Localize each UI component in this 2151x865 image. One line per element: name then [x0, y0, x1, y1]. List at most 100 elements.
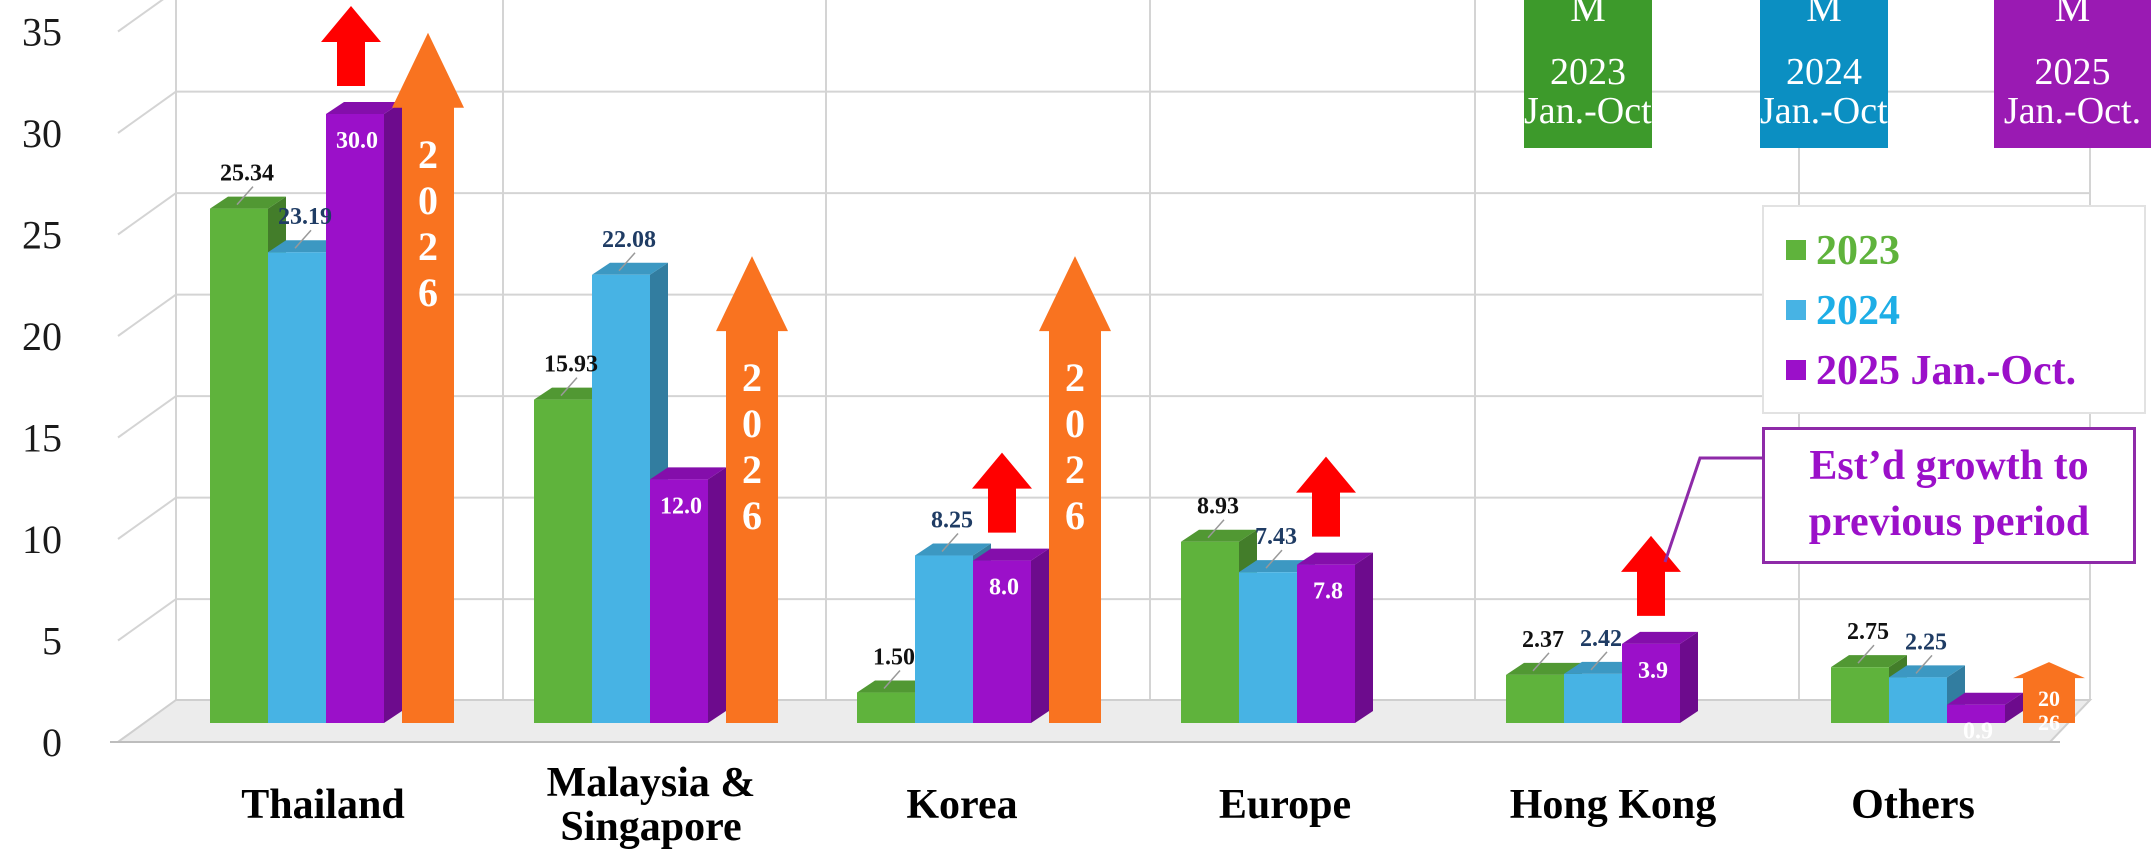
bar-side [1031, 548, 1049, 723]
y-tick-label: 20 [22, 314, 62, 359]
growth-callout: Est’d growth to previous period [1762, 427, 2136, 564]
bar-front [1889, 677, 1947, 723]
forecast-arrow-shape [2013, 662, 2085, 723]
growth-arrow-4 [1621, 535, 1681, 616]
y-tick-label: 5 [42, 619, 62, 664]
bar-front [1297, 564, 1355, 723]
gridline-diag [117, 192, 177, 236]
legend: 2023 2024 2025 Jan.-Oct. [1762, 205, 2146, 414]
data-label: 23.19 [278, 204, 332, 230]
card-top-letter: M [1760, 0, 1888, 22]
label-leader [1207, 519, 1225, 539]
bar-top [1506, 662, 1582, 675]
label-leader [1857, 644, 1875, 664]
bar-top [1622, 631, 1698, 644]
data-label: 3.9 [1638, 658, 1668, 684]
card-year: 2023 [1550, 51, 1626, 93]
data-label: 2.42 [1580, 626, 1622, 652]
label-leader [941, 533, 959, 553]
category-label: Malaysia & Singapore [547, 760, 756, 850]
card-top-letter: M [1524, 0, 1652, 22]
bar-front [210, 208, 268, 723]
growth-arrow-3 [1296, 456, 1356, 537]
category-label: Korea [906, 782, 1017, 828]
category-labels: Thailand Malaysia & Singapore Korea Europe Ho… [241, 760, 1975, 850]
bar-top [592, 262, 668, 275]
label-leader [883, 670, 901, 690]
callout-pointer [1663, 456, 1764, 563]
legend-item-2024: 2024 [1786, 287, 1900, 335]
bar-side [1355, 552, 1373, 723]
card-year: 2025 [2034, 51, 2111, 93]
bar-front [857, 692, 915, 723]
label-leader [618, 252, 636, 272]
bar-2025-4 [1622, 631, 1698, 723]
label-leader [560, 377, 578, 397]
bar-front [915, 555, 973, 723]
legend-label: 2023 [1816, 228, 1900, 274]
category-label: Thailand [241, 782, 404, 828]
bar-top [210, 196, 286, 209]
bar-top [915, 543, 991, 556]
bar-front [973, 560, 1031, 723]
y-tick-label: 30 [22, 111, 62, 156]
label-leader [236, 186, 254, 206]
gridline-diag [117, 395, 177, 439]
bar-top [1947, 692, 2023, 705]
period-card-2023: M 2023 Jan.-Oct. [1524, 0, 1652, 148]
data-label: 7.43 [1255, 524, 1297, 550]
data-label: 0.9 [1963, 719, 1993, 745]
bar-2025-1 [650, 467, 726, 723]
period-card-2024: M 2024 Jan.-Oct. [1760, 0, 1888, 148]
label-leader [1532, 652, 1550, 672]
bar-front [1506, 674, 1564, 723]
bar-top [857, 680, 933, 693]
card-top-letter: M [1994, 0, 2151, 22]
bar-front [268, 252, 326, 724]
bar-2025-3 [1297, 552, 1373, 723]
bar-2025-0 [326, 102, 402, 723]
data-label: 22.08 [602, 227, 656, 253]
forecast-arrow-shape [392, 32, 464, 724]
y-tick-label: 15 [22, 416, 62, 461]
bar-top [1239, 560, 1315, 573]
card-year: 2024 [1786, 51, 1862, 93]
bar-front [1181, 541, 1239, 723]
callout-pointer-line [1663, 456, 1764, 563]
legend-label: 2025 Jan.-Oct. [1816, 348, 2077, 394]
category-label: Hong Kong [1510, 782, 1717, 828]
data-label: 25.34 [220, 161, 274, 187]
label-leader [1915, 654, 1933, 674]
bar-side [708, 467, 726, 723]
bar-top [1564, 661, 1640, 674]
legend-swatch [1786, 360, 1806, 380]
legend-item-2025: 2025 Jan.-Oct. [1786, 347, 2076, 395]
bar-front [1564, 673, 1622, 723]
callout-line-1: Est’d growth to [1809, 443, 2089, 489]
bar-side [1680, 631, 1698, 723]
bar-front [1947, 704, 2005, 723]
data-label: 2.75 [1847, 619, 1889, 645]
growth-arrow-2 [972, 452, 1032, 533]
bar-front [1239, 572, 1297, 723]
data-label: 8.25 [931, 508, 973, 534]
bar-top [1181, 529, 1257, 542]
gridline-diag [117, 90, 177, 134]
gridline-diag [117, 0, 164, 33]
label-leader [1265, 549, 1283, 569]
data-label: 1.50 [873, 645, 915, 671]
bar-side [384, 102, 402, 723]
bar-top [1297, 552, 1373, 565]
label-leader [1590, 651, 1608, 671]
bar-2025-5 [1947, 692, 2023, 723]
legend-swatch [1786, 300, 1806, 320]
card-period: Jan.-Oct. [1524, 92, 1652, 130]
bar-front [1622, 643, 1680, 723]
data-label: 2.37 [1522, 627, 1564, 653]
legend-item-2023: 2023 [1786, 227, 1900, 275]
data-label: 2.25 [1905, 629, 1947, 655]
bar-front [650, 479, 708, 723]
